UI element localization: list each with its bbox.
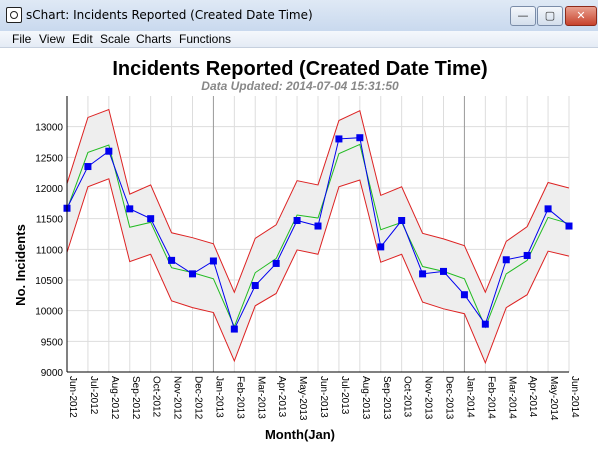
data-point-17 [419, 270, 427, 278]
menu-scale[interactable]: Scale [100, 32, 131, 46]
app-icon [6, 7, 22, 23]
data-point-6 [189, 270, 196, 278]
data-point-19 [460, 291, 468, 299]
y-tick-label-2: 10000 [35, 307, 63, 318]
y-tick-label-5: 11500 [36, 215, 64, 226]
x-tick-label-17: Nov-2013 [423, 376, 434, 420]
x-tick-label-22: Apr-2014 [527, 376, 538, 418]
data-point-23 [544, 205, 552, 213]
data-point-18 [440, 267, 447, 275]
x-tick-label-5: Nov-2012 [172, 376, 183, 420]
y-tick-label-7: 12500 [35, 153, 63, 164]
chart-title: Incidents Reported (Created Date Time) [112, 58, 487, 80]
x-tick-label-4: Oct-2012 [151, 376, 162, 418]
menu-functions[interactable]: Functions [179, 32, 232, 46]
maximize-button[interactable]: ▢ [537, 6, 563, 26]
x-tick-label-1: Jul-2012 [88, 376, 99, 415]
data-point-2 [105, 147, 113, 155]
data-point-3 [126, 205, 134, 213]
axes [66, 96, 569, 373]
y-tick-label-1: 9500 [41, 337, 64, 348]
x-tick-label-0: Jun-2012 [67, 376, 78, 418]
x-tick-label-11: May-2013 [297, 376, 308, 421]
y-tick-label-6: 12000 [35, 184, 63, 195]
series-line-upper [66, 108, 570, 294]
data-point-7 [209, 257, 217, 265]
x-tick-label-20: Feb-2014 [485, 376, 496, 419]
window-title: sChart: Incidents Reported (Created Date… [26, 8, 313, 22]
data-point-24 [565, 222, 573, 230]
data-point-12 [314, 222, 322, 230]
data-point-10 [272, 259, 280, 267]
data-point-13 [335, 135, 343, 143]
x-tick-label-21: Mar-2014 [506, 376, 517, 419]
data-point-21 [502, 256, 510, 264]
minimize-button[interactable]: — [510, 6, 536, 26]
y-tick-label-3: 10500 [35, 276, 63, 287]
confidence-band [67, 109, 569, 363]
menu-view[interactable]: View [39, 32, 65, 46]
chart-svg: Incidents Reported (Created Date Time) D… [13, 58, 580, 442]
x-axis-label: Month(Jan) [265, 427, 335, 442]
data-point-15 [377, 243, 385, 251]
data-point-20 [481, 320, 489, 328]
x-tick-label-2: Aug-2012 [109, 376, 120, 420]
x-tick-label-15: Sep-2013 [381, 376, 392, 420]
series-line-lower [66, 178, 570, 365]
x-tick-label-6: Dec-2012 [193, 376, 204, 420]
chart-area: Incidents Reported (Created Date Time) D… [0, 48, 598, 451]
x-tick-label-7: Jan-2013 [213, 376, 224, 418]
chart-subtitle: Data Updated: 2014-07-04 15:31:50 [201, 79, 399, 93]
x-tick-label-14: Aug-2013 [360, 376, 371, 420]
x-tick-label-16: Oct-2013 [402, 376, 413, 418]
x-tick-label-12: Jun-2013 [318, 376, 329, 418]
x-tick-label-10: Apr-2013 [276, 376, 287, 418]
band-area [67, 109, 569, 363]
data-point-5 [168, 256, 176, 264]
x-tick-label-19: Jan-2014 [464, 376, 475, 418]
y-tick-labels: 9000 9500 10000 10500 11000 11500 12000 12500 13… [35, 123, 63, 379]
y-axis-label: No. Incidents [13, 224, 28, 306]
x-tick-label-3: Sep-2012 [130, 376, 141, 420]
x-tick-label-24: Jun-2014 [569, 376, 580, 418]
menu-file[interactable]: File [12, 32, 32, 46]
data-point-8 [230, 325, 238, 333]
menu-bar: File View Edit Scale Charts Functions [0, 31, 598, 48]
data-point-22 [523, 251, 531, 259]
x-tick-labels: Jun-2012 Jul-2012 Aug-2012 Sep-2012 Oct-2012… [67, 376, 580, 421]
y-tick-label-4: 11000 [36, 245, 64, 256]
data-point-9 [251, 282, 259, 290]
data-point-16 [398, 217, 406, 225]
x-tick-label-18: Dec-2013 [444, 376, 455, 420]
data-point-4 [147, 215, 155, 223]
y-tick-label-8: 13000 [35, 123, 63, 134]
x-tick-label-23: May-2014 [548, 376, 559, 421]
menu-charts[interactable]: Charts [136, 32, 172, 46]
data-point-14 [356, 134, 364, 142]
title-bar: sChart: Incidents Reported (Created Date… [0, 0, 598, 32]
close-button[interactable]: ✕ [565, 6, 597, 26]
x-tick-label-13: Jul-2013 [339, 376, 350, 415]
x-tick-label-9: Mar-2013 [255, 376, 266, 419]
data-point-1 [84, 163, 92, 171]
menu-edit[interactable]: Edit [72, 32, 93, 46]
x-tick-label-8: Feb-2013 [234, 376, 245, 419]
y-tick-label-0: 9000 [41, 368, 64, 379]
data-point-11 [293, 217, 301, 225]
